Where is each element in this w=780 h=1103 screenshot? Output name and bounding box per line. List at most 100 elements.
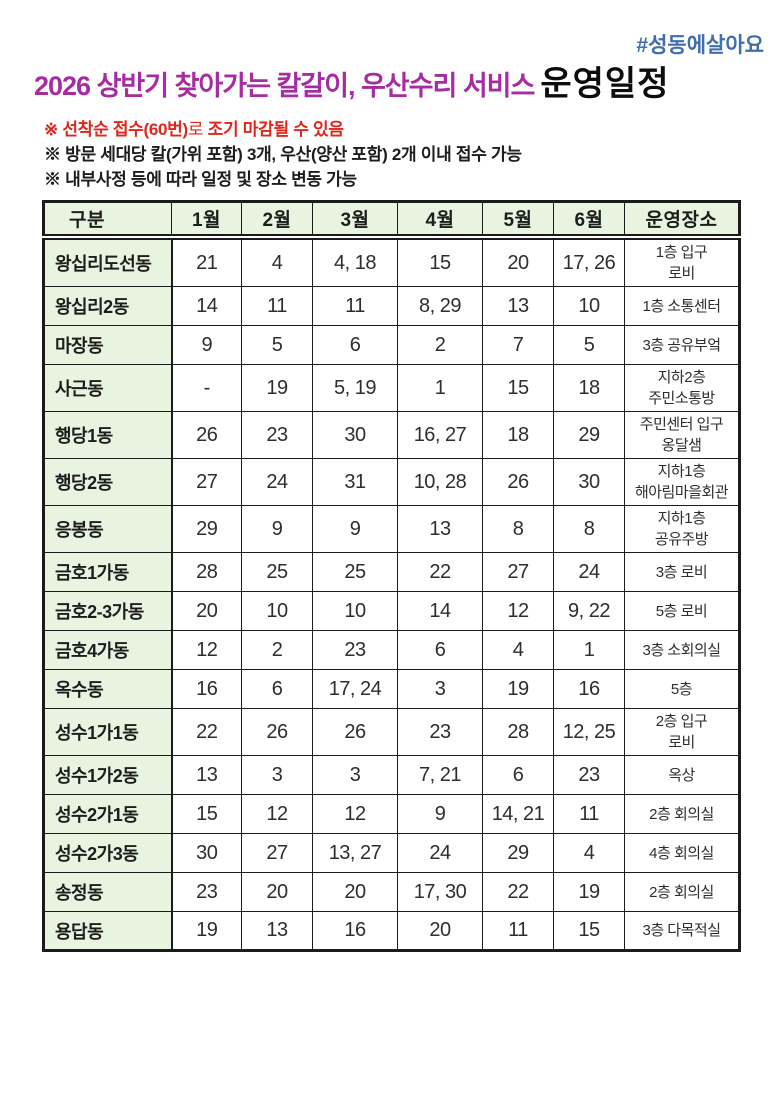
date-cell: 10 — [241, 591, 313, 631]
note-first-come-first-served: ※ 선착순 접수(60번)로 조기 마감될 수 있음 — [44, 118, 780, 141]
schedule-row: 금호4가동 12 2 23 6 4 1 3층 소회의실 — [43, 630, 740, 670]
schedule-row: 행당1동 26 23 30 16, 27 18 29 주민센터 입구 옹달샘 — [43, 411, 740, 459]
notes-section: ※ 선착순 접수(60번)로 조기 마감될 수 있음 ※ 방문 세대당 칼(가위… — [44, 118, 780, 191]
date-cell: 9 — [171, 325, 242, 365]
date-cell: 10 — [312, 591, 398, 631]
note-bold-segment: 선착순 접수(60번) — [62, 120, 188, 139]
date-cell: 27 — [171, 458, 242, 506]
date-cell: 27 — [482, 552, 554, 592]
note-item-limit: ※ 방문 세대당 칼(가위 포함) 3개, 우산(양산 포함) 2개 이내 접수… — [44, 145, 522, 164]
schedule-header: 구분 1월 2월 3월 4월 5월 6월 운영장소 — [43, 201, 740, 240]
date-cell: 19 — [241, 364, 313, 412]
date-cell: 26 — [312, 708, 398, 756]
date-cell: 17, 24 — [312, 669, 398, 709]
date-cell: 26 — [171, 411, 242, 459]
date-cell: 28 — [482, 708, 554, 756]
date-cell: 13 — [171, 755, 242, 795]
date-cell: 28 — [171, 552, 242, 592]
location-cell: 4층 회의실 — [624, 833, 740, 873]
schedule-row: 성수2가3동 30 27 13, 27 24 29 4 4층 회의실 — [43, 833, 740, 873]
schedule-row: 금호2-3가동 20 10 10 14 12 9, 22 5층 로비 — [43, 591, 740, 631]
note-mark: ※ — [44, 120, 58, 139]
schedule-body: 왕십리도선동 21 4 4, 18 15 20 17, 26 1층 입구 로비 … — [43, 236, 740, 951]
date-cell: 15 — [482, 364, 554, 412]
date-cell: 9 — [241, 505, 313, 553]
date-cell: 20 — [397, 911, 483, 951]
column-header-month: 1월 — [171, 201, 242, 240]
date-cell: 5 — [241, 325, 313, 365]
schedule-table: 구분 1월 2월 3월 4월 5월 6월 운영장소 왕십리도선동 21 4 4,… — [42, 200, 741, 952]
date-cell: 23 — [241, 411, 313, 459]
location-cell: 3층 다목적실 — [624, 911, 740, 951]
date-cell: 1 — [397, 364, 483, 412]
schedule-row: 행당2동 27 24 31 10, 28 26 30 지하1층 해아림마을회관 — [43, 458, 740, 506]
note-bold-segment: 조기 마감될 수 있음 — [207, 120, 344, 139]
date-cell: 11 — [241, 286, 313, 326]
district-name: 성수1가2동 — [43, 755, 173, 795]
date-cell: 10, 28 — [397, 458, 483, 506]
date-cell: 29 — [553, 411, 625, 459]
district-name: 성수2가3동 — [43, 833, 173, 873]
district-name: 왕십리2동 — [43, 286, 173, 326]
date-cell: 19 — [171, 911, 242, 951]
date-cell: 17, 30 — [397, 872, 483, 912]
location-cell: 5층 로비 — [624, 591, 740, 631]
date-cell: 13 — [241, 911, 313, 951]
schedule-row: 사근동 - 19 5, 19 1 15 18 지하2층 주민소통방 — [43, 364, 740, 412]
district-name: 금호1가동 — [43, 552, 173, 592]
date-cell: 6 — [397, 630, 483, 670]
date-cell: 30 — [553, 458, 625, 506]
note-regular-segment: 로 — [187, 120, 204, 139]
date-cell: 9, 22 — [553, 591, 625, 631]
date-cell: 15 — [397, 236, 483, 287]
location-cell: 2층 회의실 — [624, 872, 740, 912]
district-name: 옥수동 — [43, 669, 173, 709]
date-cell: 13 — [482, 286, 554, 326]
district-name: 왕십리도선동 — [43, 236, 173, 287]
date-cell: 23 — [312, 630, 398, 670]
date-cell: 7, 21 — [397, 755, 483, 795]
date-cell: 3 — [241, 755, 313, 795]
date-cell: 12 — [171, 630, 242, 670]
date-cell: 9 — [397, 794, 483, 834]
date-cell: 16 — [312, 911, 398, 951]
date-cell: 23 — [397, 708, 483, 756]
district-name: 금호4가동 — [43, 630, 173, 670]
column-header-location: 운영장소 — [624, 201, 740, 240]
date-cell: 15 — [171, 794, 242, 834]
date-cell: 13, 27 — [312, 833, 398, 873]
location-cell: 1층 소통센터 — [624, 286, 740, 326]
date-cell: 14, 21 — [482, 794, 554, 834]
district-name: 응봉동 — [43, 505, 173, 553]
district-name: 성수1가1동 — [43, 708, 173, 756]
date-cell: 8 — [482, 505, 554, 553]
date-cell: 24 — [241, 458, 313, 506]
date-cell: 16, 27 — [397, 411, 483, 459]
date-cell: 11 — [312, 286, 398, 326]
date-cell: 5, 19 — [312, 364, 398, 412]
date-cell: - — [171, 364, 242, 412]
date-cell: 3 — [312, 755, 398, 795]
location-cell: 1층 입구 로비 — [624, 236, 740, 287]
note-schedule-change: ※ 내부사정 등에 따라 일정 및 장소 변동 가능 — [44, 170, 357, 189]
date-cell: 27 — [241, 833, 313, 873]
title-suffix: 운영일정 — [540, 65, 670, 103]
schedule-row: 송정동 23 20 20 17, 30 22 19 2층 회의실 — [43, 872, 740, 912]
date-cell: 14 — [171, 286, 242, 326]
schedule-row: 옥수동 16 6 17, 24 3 19 16 5층 — [43, 669, 740, 709]
date-cell: 25 — [312, 552, 398, 592]
district-name: 행당2동 — [43, 458, 173, 506]
date-cell: 14 — [397, 591, 483, 631]
column-header-district: 구분 — [43, 201, 172, 240]
schedule-row: 성수1가2동 13 3 3 7, 21 6 23 옥상 — [43, 755, 740, 795]
date-cell: 20 — [241, 872, 313, 912]
date-cell: 16 — [171, 669, 242, 709]
date-cell: 17, 26 — [553, 236, 625, 287]
date-cell: 10 — [553, 286, 625, 326]
date-cell: 31 — [312, 458, 398, 506]
schedule-row: 응봉동 29 9 9 13 8 8 지하1층 공유주방 — [43, 505, 740, 553]
title-main: 2026 상반기 찾아가는 칼갈이, 우산수리 서비스 — [34, 71, 535, 101]
date-cell: 18 — [482, 411, 554, 459]
column-header-month: 5월 — [482, 201, 554, 240]
